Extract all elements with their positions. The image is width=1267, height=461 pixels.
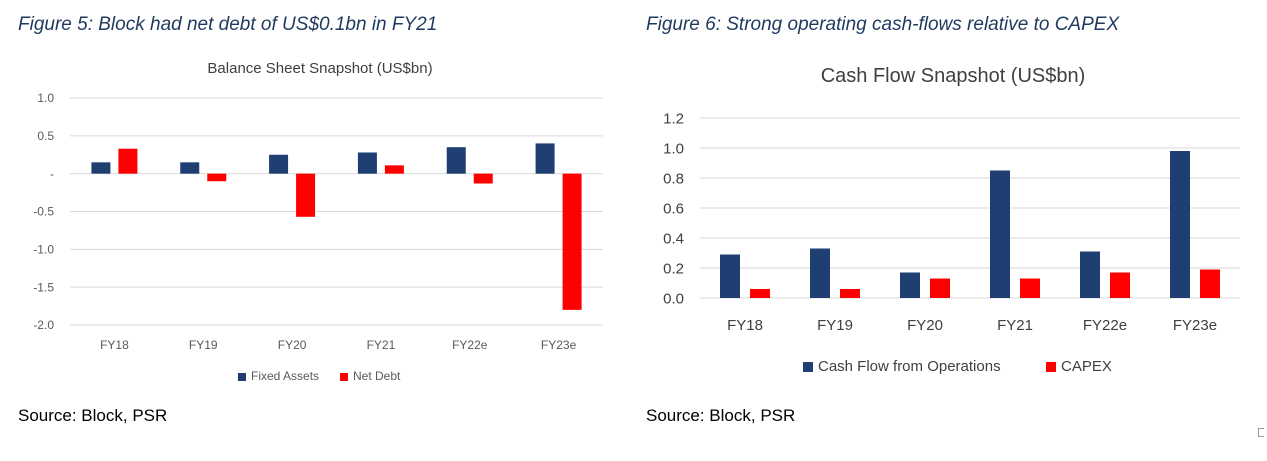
chart1-category-label: FY23e: [541, 338, 577, 352]
chart1-category-label: FY21: [367, 338, 396, 352]
chart1-bar-series2: [562, 173, 582, 310]
chart2-category-label: FY23e: [1173, 317, 1217, 334]
chart2-legend-label: CAPEX: [1061, 358, 1112, 375]
chart1-legend-swatch: [340, 373, 348, 381]
chart2-ytick-label: 0.4: [663, 230, 684, 247]
chart2-bar-series1: [900, 272, 920, 298]
chart1-category-label: FY18: [100, 338, 129, 352]
chart1-legend-label: Fixed Assets: [251, 369, 319, 383]
chart2-bar-series2: [750, 289, 770, 298]
chart1-ytick-label: -1.5: [33, 280, 54, 294]
chart1-ytick-label: 1.0: [37, 91, 54, 105]
chart1-category-label: FY19: [189, 338, 218, 352]
chart1-ytick-label: -: [50, 167, 54, 181]
chart2-legend-swatch: [1046, 362, 1056, 372]
chart2-bar-series2: [1200, 269, 1220, 298]
chart1-ytick-label: -0.5: [33, 205, 54, 219]
chart2-bar-series2: [840, 289, 860, 298]
chart2-ytick-label: 1.2: [663, 110, 684, 127]
chart2-ytick-label: 0.6: [663, 200, 684, 217]
chart2-bar-series1: [1080, 251, 1100, 298]
chart2-title: Cash Flow Snapshot (US$bn): [821, 65, 1086, 87]
chart1-ytick-label: -2.0: [33, 318, 54, 332]
chart1-bar-series1: [91, 162, 111, 174]
chart2-ytick-label: 1.0: [663, 140, 684, 157]
chart2-category-label: FY20: [907, 317, 943, 334]
chart1-ytick-label: -1.0: [33, 243, 54, 257]
chart2-bar-series2: [930, 278, 950, 298]
chart1-bar-series1: [446, 147, 466, 174]
chart1-bar-series2: [473, 173, 493, 184]
chart1-bar-series2: [207, 173, 227, 182]
chart1-bar-series2: [118, 148, 138, 174]
chart1-title: Balance Sheet Snapshot (US$bn): [207, 60, 432, 77]
figure-6-source: Source: Block, PSR: [646, 406, 796, 425]
chart1-legend-label: Net Debt: [353, 369, 401, 383]
figure-5-heading: Figure 5: Block had net debt of US$0.1bn…: [18, 14, 438, 35]
chart1-bar-series2: [384, 165, 404, 174]
chart2-category-label: FY19: [817, 317, 853, 334]
chart2-legend-label: Cash Flow from Operations: [818, 358, 1001, 375]
chart2-bar-series1: [810, 248, 830, 298]
chart2-category-label: FY22e: [1083, 317, 1127, 334]
chart2-category-label: FY21: [997, 317, 1033, 334]
chart1-category-label: FY20: [278, 338, 307, 352]
chart2-category-label: FY18: [727, 317, 763, 334]
chart1-ytick-label: 0.5: [37, 129, 54, 143]
chart2-bar-series1: [1170, 151, 1190, 298]
chart1-bar-series1: [269, 154, 289, 174]
chart2-bar-series2: [1110, 272, 1130, 298]
chart2-ytick-label: 0.2: [663, 260, 684, 277]
chart1-bar-series1: [357, 152, 377, 174]
chart1-legend-swatch: [238, 373, 246, 381]
chart2-bar-series1: [990, 170, 1010, 298]
figure-5-source: Source: Block, PSR: [18, 406, 168, 425]
chart2-legend-swatch: [803, 362, 813, 372]
figure-6-heading: Figure 6: Strong operating cash-flows re…: [646, 14, 1120, 35]
corner-marker: [1258, 428, 1264, 437]
chart2-bar-series2: [1020, 278, 1040, 298]
chart1-bar-series1: [535, 143, 555, 174]
chart2-ytick-label: 0.8: [663, 170, 684, 187]
chart2-ytick-label: 0.0: [663, 290, 684, 307]
chart1-bar-series2: [296, 173, 316, 217]
chart1-bar-series1: [180, 162, 200, 174]
chart2-bar-series1: [720, 254, 740, 298]
chart1-category-label: FY22e: [452, 338, 488, 352]
